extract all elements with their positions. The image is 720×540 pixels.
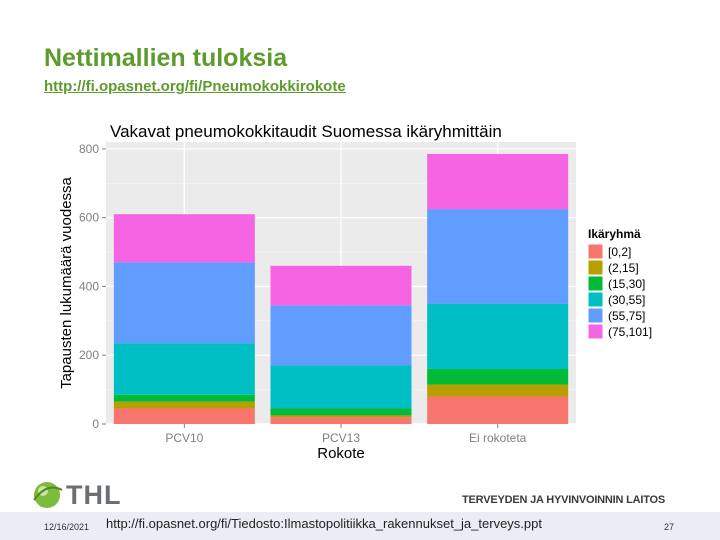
stacked-bar-chart: Vakavat pneumokokkitaudit Suomessa ikäry… <box>58 122 652 462</box>
bar-segment <box>113 401 255 409</box>
legend-key <box>587 307 604 324</box>
y-tick-label: 200 <box>79 348 99 362</box>
bar-segment <box>427 303 569 369</box>
bar-segment <box>113 394 255 402</box>
bar-segment <box>427 368 569 385</box>
bar-segment <box>427 384 569 397</box>
y-tick-label: 0 <box>92 417 99 431</box>
y-tick-label: 800 <box>79 142 99 156</box>
bar-segment <box>113 214 255 263</box>
bar-segment <box>113 408 255 424</box>
organization-name: TERVEYDEN JA HYVINVOINNIN LAITOS <box>462 494 666 506</box>
footer-date: 12/16/2021 <box>44 522 90 532</box>
x-tick-label: Ei rokoteta <box>469 431 527 445</box>
bar-segment <box>270 408 412 416</box>
bar-segment <box>113 262 255 344</box>
y-axis-label: Tapausten lukumäärä vuodessa <box>58 176 75 388</box>
legend-key <box>587 275 604 292</box>
x-tick-label: PCV10 <box>165 431 203 445</box>
legend-label: [0,2] <box>608 245 631 259</box>
legend-key <box>587 259 604 276</box>
legend-key <box>587 291 604 308</box>
bars <box>113 154 569 424</box>
x-axis: PCV10 PCV13 Ei rokoteta <box>165 424 527 445</box>
footer-url[interactable]: http://fi.opasnet.org/fi/Tiedosto:Ilmast… <box>106 516 542 531</box>
logo-text: THL <box>66 480 122 510</box>
thl-logo-icon <box>33 482 63 508</box>
legend-label: (75,101] <box>608 325 652 339</box>
page-number: 27 <box>664 522 675 532</box>
legend-label: (2,15] <box>608 261 639 275</box>
x-axis-label: Rokote <box>317 445 365 462</box>
slide-title: Nettimallien tuloksia <box>44 44 288 72</box>
bar-segment <box>270 417 412 424</box>
legend-title: Ikäryhmä <box>588 227 641 241</box>
bar-segment <box>270 305 412 366</box>
y-axis: 0 200 400 600 800 <box>79 142 106 431</box>
legend: Ikäryhmä [0,2] (2,15] (15,30] (30,55] (55,75… <box>587 227 652 340</box>
footer-bar <box>0 512 720 540</box>
legend-key <box>587 243 604 260</box>
source-link[interactable]: http://fi.opasnet.org/fi/Pneumokokkiroko… <box>44 78 346 95</box>
bar-segment <box>270 365 412 409</box>
bar-segment <box>113 343 255 395</box>
y-tick-label: 600 <box>79 211 99 225</box>
bar-segment <box>270 265 412 306</box>
bar-segment <box>270 415 412 418</box>
legend-label: (30,55] <box>608 293 645 307</box>
legend-key <box>587 323 604 340</box>
bar-segment <box>427 154 569 210</box>
bar-segment <box>427 209 569 304</box>
legend-label: (55,75] <box>608 309 645 323</box>
bar-segment <box>427 396 569 424</box>
x-tick-label: PCV13 <box>322 431 360 445</box>
legend-label: (15,30] <box>608 277 645 291</box>
y-tick-label: 400 <box>79 279 99 293</box>
chart-title: Vakavat pneumokokkitaudit Suomessa ikäry… <box>110 122 502 141</box>
